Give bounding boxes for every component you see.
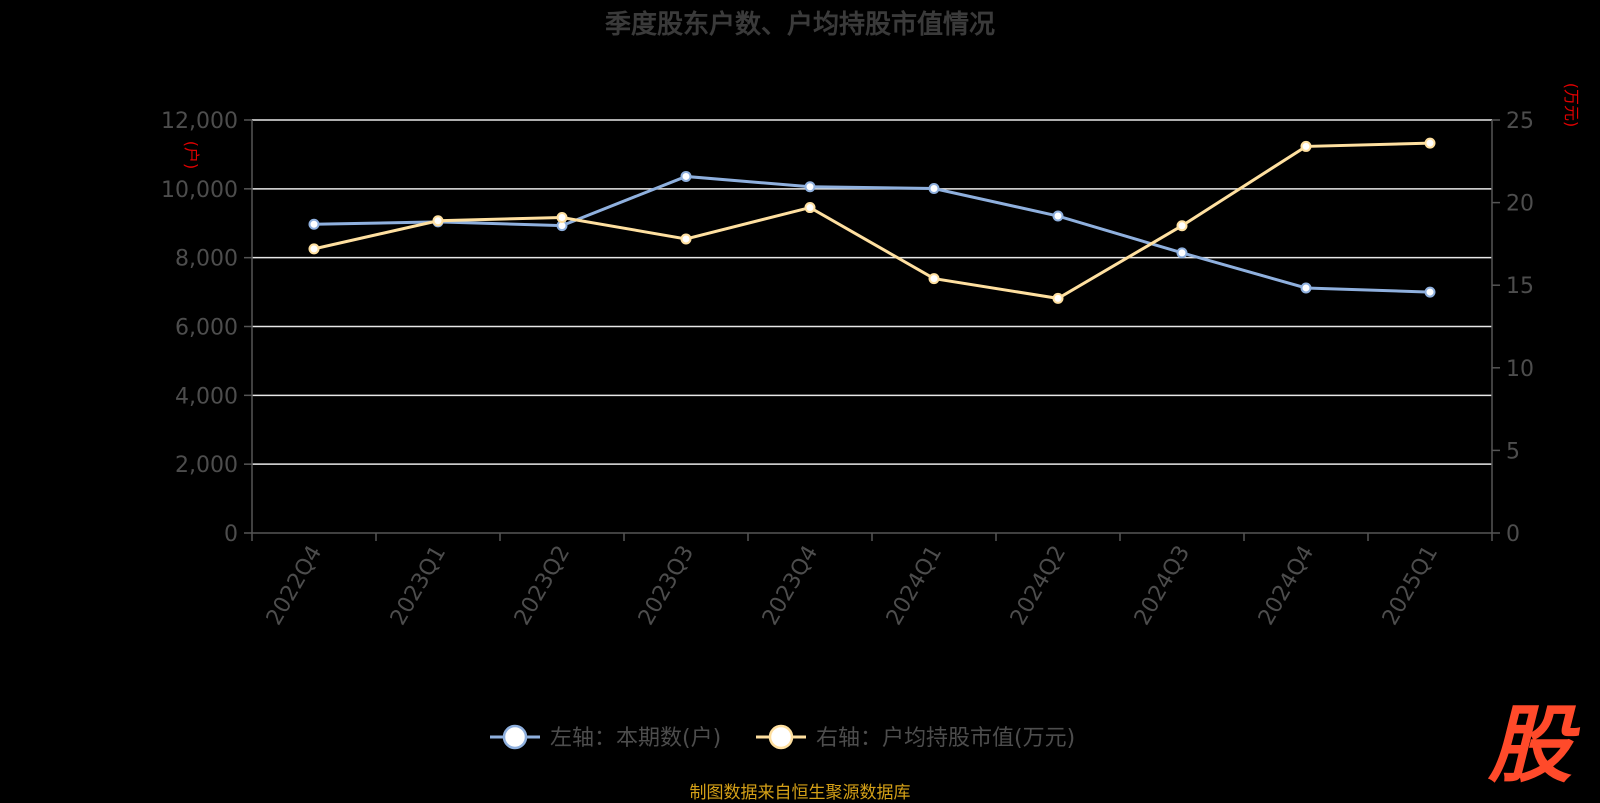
chart-title: 季度股东户数、户均持股市值情况	[605, 9, 995, 40]
source-note: 制图数据来自恒生聚源数据库	[689, 783, 911, 803]
legend-marker	[768, 724, 794, 750]
legend: 左轴：本期数(户) 右轴：户均持股市值(万元)	[490, 724, 1075, 751]
x-tick-label: 2024Q1	[882, 542, 947, 630]
x-tick-label: 2023Q2	[510, 542, 575, 630]
data-point	[432, 215, 444, 227]
brand-logo: 股	[1487, 696, 1572, 794]
data-point	[1052, 292, 1064, 304]
x-tick-label: 2023Q1	[386, 542, 451, 630]
data-point	[680, 170, 692, 182]
legend-label: 左轴：本期数(户)	[550, 726, 721, 751]
data-point	[1052, 210, 1064, 222]
series-line-1	[313, 174, 1431, 294]
data-point	[1424, 286, 1436, 298]
left-tick-label: 6,000	[175, 316, 238, 341]
series-layer	[308, 137, 1436, 304]
right-tick-label: 5	[1506, 439, 1520, 464]
data-point	[928, 273, 940, 285]
data-point	[804, 181, 816, 193]
x-tick-label: 2023Q4	[758, 542, 823, 630]
data-point	[680, 233, 692, 245]
legend-marker	[502, 724, 528, 750]
data-point	[928, 182, 940, 194]
data-point	[1300, 282, 1312, 294]
left-axis-unit: (户)	[182, 141, 201, 170]
data-point	[1176, 247, 1188, 259]
left-tick-label: 8,000	[175, 247, 238, 272]
right-axis-unit: (万元)	[1562, 83, 1581, 128]
left-tick-label: 4,000	[175, 384, 238, 409]
x-tick-label: 2024Q2	[1006, 542, 1071, 630]
x-tick-label: 2024Q3	[1130, 542, 1195, 630]
right-tick-label: 15	[1506, 274, 1534, 299]
left-tick-label: 0	[224, 522, 238, 547]
data-point	[804, 202, 816, 214]
data-point	[308, 218, 320, 230]
data-point	[308, 243, 320, 255]
x-tick-label: 2023Q3	[634, 542, 699, 630]
data-point	[1300, 140, 1312, 152]
data-point	[556, 211, 568, 223]
right-tick-label: 0	[1506, 522, 1520, 547]
x-tick-label: 2022Q4	[262, 542, 327, 630]
left-tick-label: 12,000	[161, 109, 238, 134]
series-line-2	[313, 141, 1431, 300]
data-point	[1424, 137, 1436, 149]
legend-label: 右轴：户均持股市值(万元)	[816, 726, 1075, 751]
right-tick-label: 25	[1506, 109, 1534, 134]
right-tick-label: 10	[1506, 357, 1534, 382]
data-point	[1176, 220, 1188, 232]
left-tick-label: 10,000	[161, 178, 238, 203]
x-tick-label: 2024Q4	[1254, 542, 1319, 630]
left-tick-label: 2,000	[175, 453, 238, 478]
right-tick-label: 20	[1506, 192, 1534, 217]
x-tick-label: 2025Q1	[1378, 542, 1443, 630]
